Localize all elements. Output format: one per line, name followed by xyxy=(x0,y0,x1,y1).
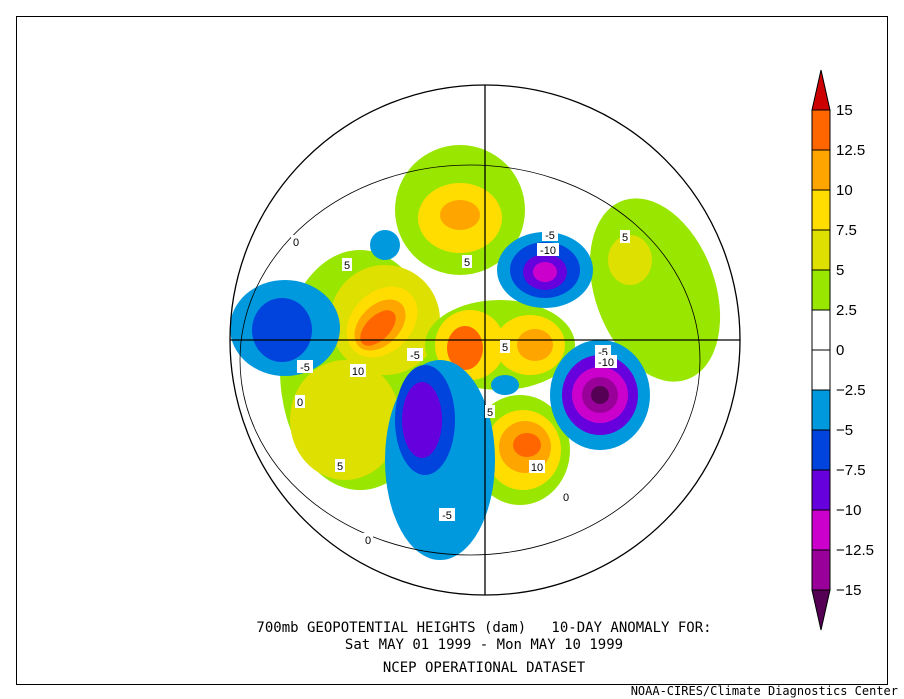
anomaly-positive-pole-3 xyxy=(447,326,483,370)
anomaly-positive-atlantic-4 xyxy=(513,433,541,457)
contour-label-bg xyxy=(407,348,423,361)
credit-text: NOAA-CIRES/Climate Diagnostics Center xyxy=(630,684,898,698)
legend-top-arrow xyxy=(811,69,831,111)
contour-label: 10 xyxy=(352,366,364,378)
contour-label: 5 xyxy=(464,257,470,269)
contour-label: 5 xyxy=(622,232,628,244)
contour-label: 5 xyxy=(487,407,493,419)
anomaly-negative-bering xyxy=(370,230,400,260)
contour-label-bg xyxy=(500,340,510,353)
contour-label: 0 xyxy=(365,535,371,547)
contour-label-bg xyxy=(342,258,352,271)
legend-swatch xyxy=(811,109,831,151)
anomaly-positive-alaska-4 xyxy=(360,310,396,346)
contour-label-bg xyxy=(595,355,617,368)
anomaly-negative-europe-5 xyxy=(591,386,609,404)
legend-label: 7.5 xyxy=(836,222,857,239)
contour-label-bg xyxy=(295,395,305,408)
legend-swatch xyxy=(811,509,831,551)
contour-label: -5 xyxy=(545,230,555,242)
legend-label: 2.5 xyxy=(836,302,857,319)
contour-label: 10 xyxy=(531,462,543,474)
legend-swatch xyxy=(811,349,831,391)
contour-label-bg xyxy=(537,243,559,256)
contour-label: 0 xyxy=(297,397,303,409)
contour-label: 0 xyxy=(293,237,299,249)
anomaly-negative-westna-3 xyxy=(402,382,442,458)
contour-label-bg xyxy=(350,364,366,377)
plot-frame xyxy=(16,16,888,685)
anomaly-positive-arctic-3 xyxy=(440,200,480,230)
contour-label-bg xyxy=(291,235,301,248)
contour-label: 5 xyxy=(337,461,343,473)
anomaly-positive-scandinavia-2 xyxy=(517,329,553,361)
contour-label-bg xyxy=(561,490,571,503)
zero-contour xyxy=(239,164,701,556)
legend-label: 12.5 xyxy=(836,142,865,159)
map-boundary xyxy=(229,84,741,596)
legend-label: 0 xyxy=(836,342,844,359)
legend-label: 15 xyxy=(836,102,853,119)
contour-label: 5 xyxy=(344,260,350,272)
crosshair-lines xyxy=(230,85,740,595)
legend-label: −10 xyxy=(836,502,861,519)
legend-swatch xyxy=(811,469,831,511)
anomaly-negative-barents-4 xyxy=(533,262,557,282)
legend-label: −12.5 xyxy=(836,542,874,559)
contour-label: -5 xyxy=(598,347,608,359)
contour-label-bg xyxy=(335,459,345,472)
title-line-2: Sat MAY 01 1999 - Mon MAY 10 1999 xyxy=(344,637,624,653)
title-line-3: NCEP OPERATIONAL DATASET xyxy=(382,660,586,676)
contour-label-bg xyxy=(485,405,495,418)
legend-swatch xyxy=(811,189,831,231)
legend-bottom-arrow xyxy=(811,589,831,631)
legend-label: 5 xyxy=(836,262,844,279)
legend-swatch xyxy=(811,389,831,431)
contour-label: 0 xyxy=(563,492,569,504)
contour-label: 5 xyxy=(502,342,508,354)
anomaly-negative-pacific-2 xyxy=(252,298,312,362)
legend-swatch xyxy=(811,309,831,351)
contour-label-bg xyxy=(595,345,611,358)
contour-label: -10 xyxy=(540,245,556,257)
contour-label-bg xyxy=(363,533,373,546)
anomaly-positive-pacific-inner xyxy=(290,360,400,480)
legend-label: 10 xyxy=(836,182,853,199)
contour-label-bg xyxy=(439,508,455,521)
contour-label: -5 xyxy=(442,510,452,522)
anomaly-negative-greenland xyxy=(491,375,519,395)
contour-label-bg xyxy=(529,460,545,473)
legend-label: −5 xyxy=(836,422,853,439)
legend-label: −2.5 xyxy=(836,382,866,399)
contour-label: -5 xyxy=(300,362,310,374)
legend-label: −7.5 xyxy=(836,462,866,479)
legend-swatch xyxy=(811,269,831,311)
color-legend: 15 12.5 10 7.5 5 2.5 0 −2.5 −5 −7.5 −10 −12.5 −15 xyxy=(811,69,874,631)
contour-label: -5 xyxy=(410,350,420,362)
contour-label-bg xyxy=(620,230,630,243)
anomaly-positive-eurasia-2 xyxy=(608,235,652,285)
contour-label-bg xyxy=(297,360,313,373)
title-line-1: 700mb GEOPOTENTIAL HEIGHTS (dam) 10-DAY … xyxy=(256,620,712,636)
legend-swatch xyxy=(811,429,831,471)
contour-label: -10 xyxy=(598,357,614,369)
contour-label-bg xyxy=(542,228,558,241)
legend-label: −15 xyxy=(836,582,861,599)
legend-swatch xyxy=(811,549,831,591)
contour-label-bg xyxy=(462,255,472,268)
legend-swatch xyxy=(811,149,831,191)
legend-swatch xyxy=(811,229,831,271)
anomaly-fields xyxy=(230,145,721,560)
